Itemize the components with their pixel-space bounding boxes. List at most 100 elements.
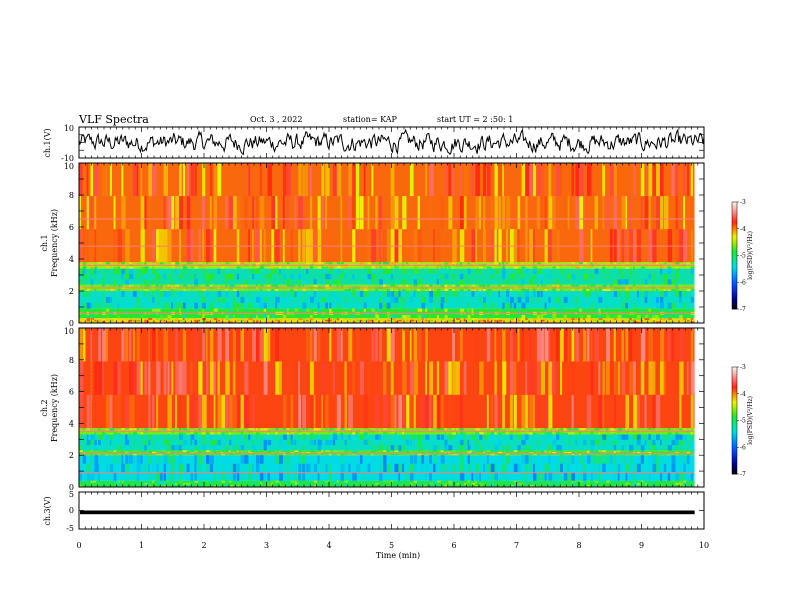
ch2-spectrogram-cell (456, 472, 458, 481)
ch2-spectrogram-cell (390, 445, 395, 451)
ch1-spectrogram-cell (367, 319, 372, 322)
ch1-spectrogram-cell (240, 266, 245, 269)
ch3-waveform-series (80, 510, 695, 515)
ch1-spectrogram-cell (290, 288, 294, 291)
ch2-spectrogram-cell (309, 445, 314, 451)
ch2-spectrogram-cell (506, 482, 509, 485)
ch2-spectrogram-cell (236, 450, 239, 452)
ch2-spectrogram-cell (602, 463, 606, 473)
ch2-spectrogram-cell (617, 482, 622, 485)
ch2-spectrogram-cell (459, 453, 464, 456)
ch1-spectrogram-cell (425, 273, 429, 280)
ch2-spectrogram-cell (140, 450, 146, 452)
ch2-spectrogram-cell (179, 482, 181, 485)
ch2-spectrogram-cell (375, 432, 379, 435)
ch1-spectrogram-cell (359, 273, 363, 280)
ch2-spectrogram-cell (548, 472, 553, 481)
ch1-spectrogram-cell (179, 273, 183, 280)
ch2-spectrogram-cell (94, 482, 99, 485)
ch2-spectrogram-cell (317, 452, 322, 454)
ch1-spectrogram-cell (640, 163, 645, 197)
ch1-spectrogram-cell (306, 288, 310, 291)
ch2-spectrogram-cell (190, 432, 193, 435)
ch2-spectrogram-cell (167, 482, 170, 485)
ch1-spectrogram-cell (121, 284, 123, 287)
ch1-spectrogram-cell (621, 302, 626, 309)
ch2-spectrogram-cell (590, 361, 594, 395)
ch2-spectrogram-cell (86, 428, 90, 431)
ch1-spectrogram-cell (579, 308, 583, 312)
ch1-spectrogram-cell (236, 318, 239, 320)
ch2-spectrogram-cell (236, 445, 240, 451)
ch2-spectrogram-cell (190, 394, 195, 429)
ch1-waveform-ylabel: ch.1(V) (43, 128, 52, 157)
ch2-spectrogram-cell (525, 452, 529, 454)
ch1-spectrogram-cell (336, 319, 339, 322)
ch1-spectrogram-cell (394, 321, 399, 323)
ch1-spectrogram-cell (290, 273, 294, 280)
ch2-spectrogram-cell (336, 445, 339, 451)
ch2-spectrogram-cell (579, 480, 583, 483)
ch2-spectrogram-cell (213, 439, 219, 446)
ch2-spectrogram-cell (217, 434, 221, 440)
ch1-spectrogram-cell (644, 268, 647, 274)
ch2-spectrogram-cell (459, 463, 464, 473)
ch2-spectrogram-colorbar-swatch (732, 454, 737, 457)
ch2-spectrogram-cell (533, 453, 538, 456)
ch1-spectrogram-cell (452, 284, 455, 287)
ch1-spectrogram-cell (452, 319, 455, 322)
ch2-spectrogram-cell (109, 453, 113, 456)
ch1-spectrogram-cell (356, 163, 360, 197)
ch1-spectrogram-cell (175, 319, 179, 322)
ch1-spectrogram-cell (202, 196, 205, 230)
ch2-spectrogram-cell (79, 361, 84, 395)
ch1-spectrogram-cell (263, 318, 267, 320)
ch2-spectrogram-cell (90, 328, 93, 362)
ch2-spectrogram-cell (521, 472, 524, 481)
ch1-spectrogram-cell (198, 291, 203, 297)
ch2-spectrogram-cell (325, 394, 329, 429)
ch1-spectrogram-ytick-label: 0 (69, 319, 74, 328)
ch2-spectrogram-heatmap (79, 328, 704, 487)
ch2-spectrogram-cell (560, 472, 563, 481)
ch1-spectrogram-cell (313, 288, 319, 291)
time-axis-tick-label: 1 (139, 541, 144, 550)
ch1-spectrogram-cell (90, 318, 95, 320)
ch2-spectrogram-cell (252, 482, 257, 485)
ch2-spectrogram-cell (348, 394, 353, 429)
ch1-spectrogram-cell (552, 196, 556, 230)
ch2-spectrogram-cell (379, 455, 382, 464)
ch2-spectrogram-cell (163, 439, 168, 446)
ch2-spectrogram-cell (590, 455, 596, 464)
ch2-spectrogram-cell (433, 453, 437, 456)
ch1-spectrogram-cell (129, 273, 134, 280)
ch2-spectrogram-cell (560, 453, 564, 456)
ch2-spectrogram-cell (302, 472, 306, 481)
ch1-spectrogram-cell (156, 308, 161, 312)
ch1-spectrogram-cell (144, 291, 147, 297)
ch1-spectrogram-cell (602, 196, 605, 230)
ch1-spectrogram-cell (436, 302, 441, 309)
ch2-spectrogram-cell (525, 472, 528, 481)
ch1-spectrogram-cell (152, 321, 155, 323)
ch2-spectrogram-cell (117, 455, 121, 464)
ch2-spectrogram-cell (340, 439, 343, 446)
ch2-spectrogram-cell (363, 472, 366, 481)
ch1-spectrogram-cell (640, 291, 644, 297)
ch2-spectrogram-colorbar-label: log(PSD)(V²/Hz) (747, 396, 754, 445)
ch2-spectrogram-cell (663, 434, 669, 440)
ch1-spectrogram-cell (371, 315, 376, 319)
ch2-spectrogram-cell (590, 445, 595, 451)
ch2-spectrogram-cell (606, 484, 608, 487)
ch2-spectrogram-cell (229, 432, 232, 435)
ch2-spectrogram-cell (644, 434, 647, 440)
ch1-spectrogram-cell (575, 284, 579, 287)
ch1-spectrogram-cell (448, 163, 452, 197)
ch2-spectrogram-cell (648, 361, 653, 395)
ch2-spectrogram-cell (440, 394, 444, 429)
ch2-spectrogram-cell (363, 432, 368, 435)
ch2-spectrogram-cell (225, 445, 230, 451)
ch1-spectrogram-cell (306, 319, 309, 322)
ch1-spectrogram-cell (225, 315, 229, 319)
ch1-spectrogram-cell (152, 291, 154, 297)
